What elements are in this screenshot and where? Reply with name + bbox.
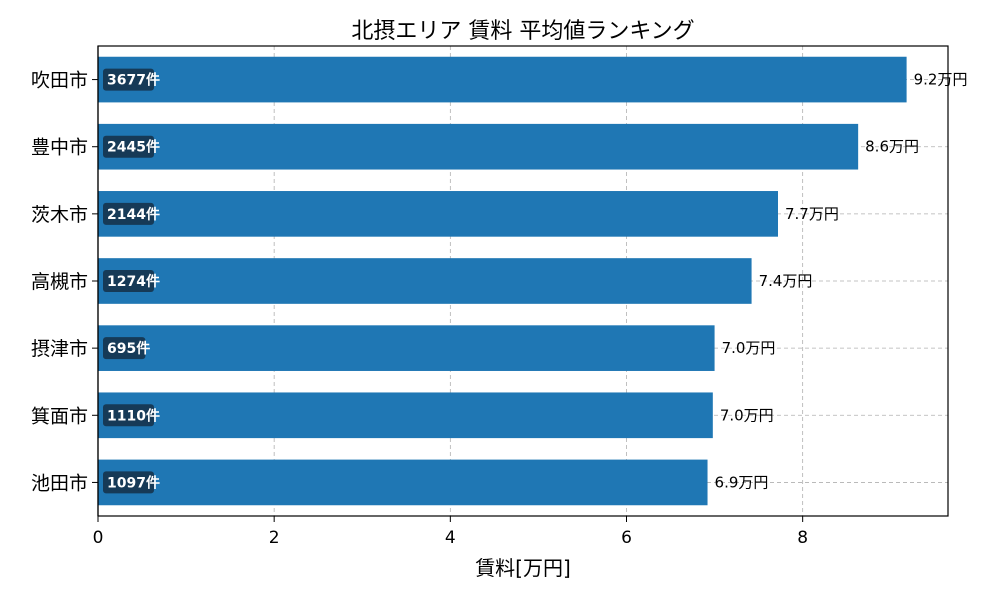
bar — [98, 392, 713, 439]
count-badge — [103, 337, 146, 360]
value-label: 8.6万円 — [865, 138, 919, 156]
label-layer: 3677件 9.2万円 2445件 8.6万円 2144件 7.7万円 1274件 7.4万円… — [103, 68, 968, 494]
count-badge — [103, 270, 154, 292]
category-label: 高槻市 — [31, 271, 88, 293]
x-tick-label: 6 — [621, 528, 632, 548]
bar — [98, 258, 752, 304]
count-label: 2144件 — [107, 206, 160, 223]
bar — [98, 56, 907, 103]
count-badge — [103, 68, 154, 91]
count-label: 1110件 — [107, 407, 160, 424]
value-label: 7.0万円 — [720, 406, 774, 424]
value-label: 9.2万円 — [914, 71, 968, 89]
count-badge — [103, 404, 154, 427]
x-axis-label: 賃料[万円] — [475, 556, 571, 580]
x-tick-label: 4 — [445, 528, 456, 548]
bar — [98, 123, 859, 170]
count-label: 2445件 — [107, 139, 160, 156]
chart-title: 北摂エリア 賃料 平均値ランキング — [351, 19, 694, 44]
category-label: 池田市 — [31, 472, 88, 494]
category-label: 茨木市 — [31, 204, 88, 226]
bar — [98, 191, 778, 237]
category-label: 摂津市 — [31, 338, 88, 360]
count-badge — [103, 135, 154, 158]
count-label: 3677件 — [107, 72, 160, 89]
x-tick-label: 0 — [93, 528, 104, 548]
value-label: 6.9万円 — [715, 473, 769, 491]
category-label: 吹田市 — [31, 70, 88, 92]
bar — [98, 325, 715, 371]
count-label: 695件 — [107, 340, 150, 357]
count-badge — [103, 202, 154, 225]
count-label: 1097件 — [107, 474, 160, 491]
x-tick-label: 2 — [269, 528, 280, 548]
x-tick-label: 8 — [797, 528, 808, 548]
value-label: 7.0万円 — [722, 339, 776, 357]
value-label: 7.7万円 — [785, 205, 839, 223]
count-badge — [103, 471, 154, 494]
category-label: 箕面市 — [31, 405, 88, 427]
bar-layer — [98, 56, 907, 506]
count-label: 1274件 — [107, 273, 160, 290]
category-label: 豊中市 — [31, 137, 88, 159]
value-label: 7.4万円 — [759, 272, 813, 290]
bar — [98, 459, 708, 506]
